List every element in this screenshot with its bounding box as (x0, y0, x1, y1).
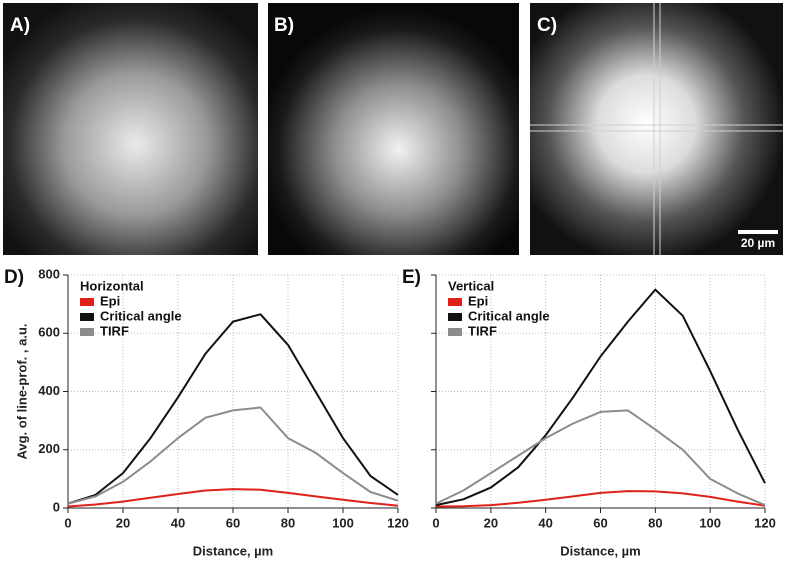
series-line (67, 313, 399, 505)
panel-label: C) (537, 15, 557, 36)
legend-label: TIRF (100, 323, 129, 338)
legend-label: TIRF (468, 323, 497, 338)
x-tick-label: 20 (116, 515, 130, 530)
x-tick-label: 40 (538, 515, 552, 530)
micrograph-a (3, 3, 258, 255)
legend-swatch (80, 298, 94, 306)
x-tick-label: 80 (648, 515, 662, 530)
series-line (67, 488, 399, 508)
scale-bar-label: 20 µm (741, 236, 775, 250)
x-axis-label: Distance, µm (193, 543, 273, 558)
x-axis-label: Distance, µm (560, 543, 640, 558)
y-tick-label: 600 (38, 325, 60, 340)
panel-label: A) (10, 15, 30, 36)
panel-label: E) (402, 267, 421, 288)
x-tick-label: 60 (593, 515, 607, 530)
crosshair (530, 3, 783, 255)
x-tick-label: 100 (699, 515, 721, 530)
x-tick-label: 0 (432, 515, 439, 530)
x-tick-label: 60 (226, 515, 240, 530)
x-tick-label: 100 (332, 515, 354, 530)
y-tick-label: 0 (53, 499, 60, 514)
legend-label: Critical angle (100, 308, 182, 323)
legend-swatch (448, 298, 462, 306)
legend-swatch (448, 313, 462, 321)
legend-swatch (80, 313, 94, 321)
x-tick-label: 80 (281, 515, 295, 530)
legend-label: Critical angle (468, 308, 550, 323)
y-tick-label: 200 (38, 441, 60, 456)
legend-title: Horizontal (80, 278, 144, 293)
micrograph-c (530, 3, 783, 255)
series-line (435, 409, 766, 507)
series-line (67, 406, 399, 505)
x-tick-label: 120 (387, 515, 409, 530)
x-tick-label: 120 (754, 515, 776, 530)
series-line (435, 288, 766, 507)
x-tick-label: 0 (64, 515, 71, 530)
legend-swatch (448, 328, 462, 336)
legend-label: Epi (100, 293, 120, 308)
panel-label: D) (4, 267, 24, 288)
legend-title: Vertical (448, 278, 494, 293)
x-tick-label: 20 (484, 515, 498, 530)
y-tick-label: 400 (38, 383, 60, 398)
x-tick-label: 40 (171, 515, 185, 530)
legend-swatch (80, 328, 94, 336)
series-line (435, 490, 766, 508)
y-tick-label: 800 (38, 266, 60, 281)
panel-label: B) (274, 15, 294, 36)
y-axis-label: Avg. of line-prof. , a.u. (14, 323, 29, 459)
legend-label: Epi (468, 293, 488, 308)
micrograph-b (268, 3, 519, 255)
